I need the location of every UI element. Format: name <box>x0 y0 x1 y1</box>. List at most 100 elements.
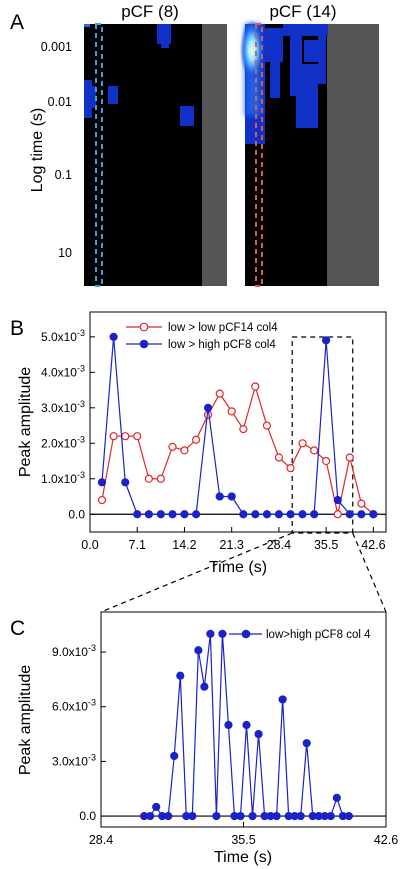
series-2-point <box>227 492 236 501</box>
series-1-point <box>274 453 284 462</box>
series-1-point <box>242 720 251 730</box>
series-1-point <box>180 446 189 455</box>
series-1-point <box>302 739 311 748</box>
plot-c-ylabel: Peak amplitude <box>17 665 34 775</box>
heatmap-1 <box>84 23 227 287</box>
plot-b-frame <box>89 311 387 533</box>
ytick-label: 4.0x10-3 <box>41 363 85 379</box>
xtick-label: 21.3 <box>220 538 244 552</box>
panel-c: C 28.4 35.5 42.6 0.0 3.0x10-3 6.0x10-3 9.0x10… <box>10 611 398 866</box>
heatmap-1-activity <box>84 24 194 126</box>
series-1-point <box>239 424 248 434</box>
series-2-line <box>101 336 374 515</box>
series-2-point <box>310 510 319 519</box>
plot-c-series <box>140 629 353 821</box>
heatmap-2-hotspot <box>240 20 264 80</box>
legend-c-label: low>high pCF8 col 4 <box>266 629 371 641</box>
series-2-point <box>191 510 201 519</box>
plot-b-zoom-box <box>291 336 354 534</box>
series-1-point <box>322 456 331 466</box>
series-2-point <box>345 510 354 519</box>
series-2-point <box>333 495 342 505</box>
series-2-point <box>239 510 248 519</box>
plot-c-xlabel: Time (s) <box>214 849 272 866</box>
series-1-point <box>254 729 263 739</box>
heatmap-ytick-label: 10 <box>58 246 72 260</box>
series-1-point <box>164 811 173 821</box>
xtick-label: 0.0 <box>81 538 98 552</box>
series-1-point <box>133 432 142 441</box>
series-2-point <box>121 478 130 487</box>
heatmap-yticks: 0.001 0.01 0.1 10 <box>41 40 72 260</box>
xtick-label: 28.4 <box>267 538 291 552</box>
ytick-label: 0.0 <box>68 507 85 521</box>
series-2-point <box>97 478 107 487</box>
heatmap-2-mask <box>327 24 379 286</box>
heatmap-2 <box>240 20 379 287</box>
ytick-label: 3.0x10-3 <box>52 752 96 768</box>
plot-c-legend: low>high pCF8 col 4 <box>229 629 371 641</box>
series-1-point <box>278 695 287 704</box>
series-1-point <box>218 629 227 638</box>
plot-b-xlabel: Time (s) <box>209 559 267 576</box>
series-1-point <box>333 510 342 519</box>
series-2-point <box>144 510 153 519</box>
plot-c-yticks: 0.0 3.0x10-3 6.0x10-3 9.0x10-3 <box>52 643 106 823</box>
series-1-point <box>344 811 353 821</box>
heatmap-1-background <box>84 24 202 286</box>
series-1-point <box>97 495 107 505</box>
series-1-point <box>191 435 201 444</box>
plot-b-xticks: 0.0 7.1 14.2 21.3 28.4 35.5 42.6 <box>81 527 386 552</box>
heatmap-1-title: pCF (8) <box>121 2 179 21</box>
series-1-point <box>236 811 245 821</box>
ytick-label: 9.0x10-3 <box>52 643 96 659</box>
series-1-point <box>168 442 177 451</box>
ytick-label: 1.0x10-3 <box>41 470 85 486</box>
series-1-point <box>156 474 165 483</box>
ytick-label: 0.0 <box>79 809 96 823</box>
heatmap-ytick-label: 0.001 <box>41 40 72 54</box>
plot-c-xticks: 28.4 35.5 42.6 <box>89 822 398 847</box>
series-1-point <box>170 751 179 761</box>
ytick-label: 2.0x10-3 <box>41 434 85 450</box>
series-2-point <box>180 510 189 519</box>
series-2-point <box>251 510 260 519</box>
panel-a: A pCF (8) pCF (14) <box>10 2 379 287</box>
series-1-point <box>176 671 185 680</box>
series-1-point <box>251 382 260 391</box>
series-2-point <box>262 510 272 519</box>
xtick-label: 35.5 <box>314 538 338 552</box>
series-1-point <box>121 432 130 441</box>
series-1-point <box>286 464 295 473</box>
series-1-point <box>200 682 209 691</box>
series-1-point <box>227 407 236 416</box>
xtick-label: 7.1 <box>129 538 146 552</box>
panel-c-letter: C <box>10 617 25 640</box>
legend-b-label-1: low > low pCF14 col4 <box>168 322 278 334</box>
ytick-label: 3.0x10-3 <box>41 399 85 415</box>
legend-b-label-2: low > high pCF8 col4 <box>168 339 276 351</box>
ytick-label: 5.0x10-3 <box>41 328 85 344</box>
heatmap-2-column-marker <box>255 23 263 287</box>
heatmap-ytick-label: 0.01 <box>48 95 72 109</box>
series-2-point <box>156 510 165 519</box>
series-2-point <box>322 336 331 345</box>
heatmap-ylabel: Log time (s) <box>29 108 46 192</box>
series-1-point <box>248 811 257 821</box>
series-2-point <box>133 510 142 519</box>
series-1-point <box>144 474 153 483</box>
zoom-connectors <box>100 532 387 613</box>
plot-b-ylabel: Peak amplitude <box>17 367 34 477</box>
series-1-point <box>332 793 341 802</box>
heatmap-1-column-marker <box>95 23 103 287</box>
series-2-point <box>168 510 177 519</box>
series-1-point <box>345 453 354 462</box>
panel-a-letter: A <box>10 11 24 34</box>
series-1-point <box>188 811 197 821</box>
series-1-point <box>310 446 319 455</box>
series-1-point <box>152 802 161 812</box>
series-1-point <box>298 439 307 448</box>
xtick-label: 35.5 <box>231 833 255 847</box>
xtick-label: 42.6 <box>374 833 398 847</box>
